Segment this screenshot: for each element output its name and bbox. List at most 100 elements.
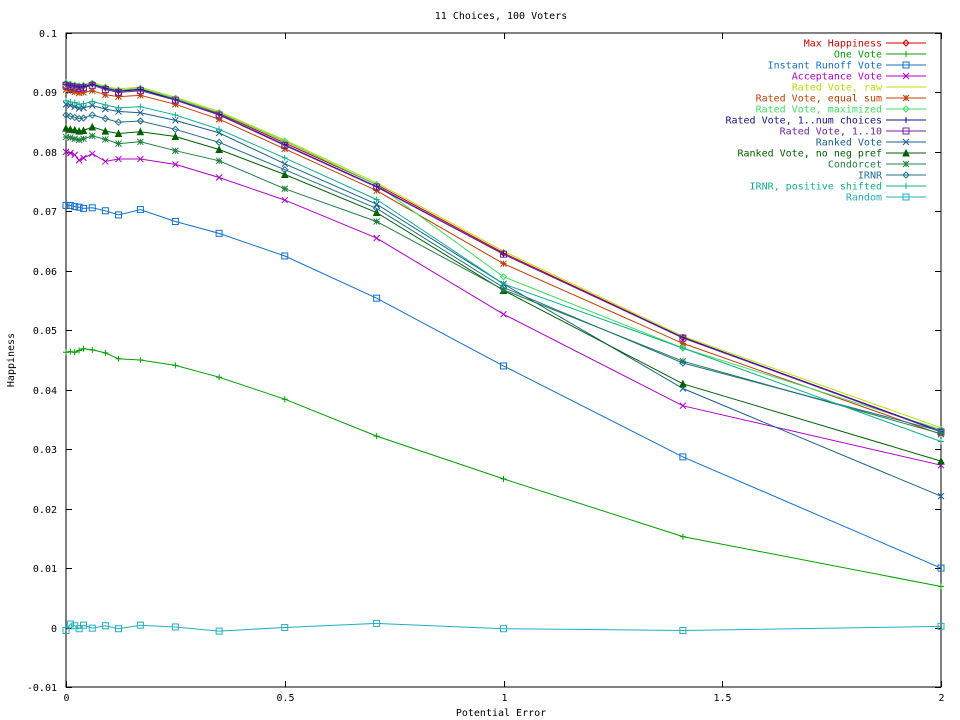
data-point [66, 620, 74, 628]
series-line [65, 126, 942, 462]
data-point [679, 627, 687, 635]
data-point [115, 211, 122, 219]
data-point [281, 624, 289, 632]
series-2 [62, 201, 945, 572]
data-point [679, 402, 687, 410]
legend-entry: Rated Vote, 1..10 [780, 127, 926, 138]
data-point [215, 229, 223, 237]
legend-swatch-marker [902, 193, 910, 201]
data-point [937, 622, 945, 630]
series-14 [62, 619, 945, 635]
data-point [679, 359, 687, 367]
data-point [80, 621, 87, 629]
data-point [102, 349, 109, 356]
data-point [499, 283, 508, 292]
data-point [215, 174, 223, 181]
data-point [79, 126, 88, 135]
series-line [65, 89, 942, 435]
data-point [216, 126, 223, 133]
data-point [215, 111, 223, 119]
data-point [281, 154, 288, 161]
legend-swatch-marker [903, 183, 909, 189]
y-axis-label: Happiness [6, 333, 17, 387]
data-point [71, 203, 79, 211]
data-point [172, 362, 179, 369]
data-point [171, 96, 179, 104]
legend-swatch-marker [902, 105, 910, 113]
data-point [373, 433, 380, 440]
data-point [373, 294, 381, 302]
data-point [115, 108, 122, 115]
series-12 [62, 111, 945, 436]
data-point [89, 346, 96, 353]
data-point [172, 147, 179, 155]
data-point [80, 204, 87, 212]
data-point [71, 349, 78, 356]
legend-entry: Rated Vote, raw [792, 83, 926, 94]
legend-label: Rated Vote, 1..10 [780, 127, 882, 138]
data-point [62, 111, 70, 119]
data-point [102, 136, 109, 143]
data-point [500, 362, 507, 370]
data-point [67, 134, 74, 141]
data-point [937, 564, 945, 572]
data-point [88, 150, 96, 158]
data-point [88, 624, 96, 632]
data-point [500, 310, 507, 318]
legend-label: Rated Vote, maximized [756, 105, 882, 116]
data-point [75, 136, 83, 144]
series-layer [62, 79, 945, 635]
data-point [76, 101, 83, 108]
legend-label: Max Happiness [804, 39, 882, 50]
legend-entry: Rated Vote, equal sum [756, 94, 926, 105]
legend-entry: Max Happiness [804, 39, 926, 50]
data-point [500, 250, 507, 258]
data-point [80, 345, 87, 352]
x-axis-label: Potential Error [456, 708, 546, 719]
data-point [372, 204, 381, 213]
data-point [62, 133, 70, 141]
legend-swatch-marker [902, 72, 910, 80]
data-point [373, 183, 381, 191]
legend-label: Rated Vote, equal sum [756, 94, 882, 105]
legend-label: IRNR [858, 171, 883, 182]
data-point [136, 127, 145, 136]
data-point [137, 92, 144, 99]
data-point [171, 132, 180, 140]
series-line [66, 204, 942, 569]
data-point [101, 126, 110, 135]
y-tick-label: 0.08 [33, 148, 57, 159]
data-point [136, 87, 144, 95]
legend-swatch-marker [902, 160, 910, 168]
series-line [65, 100, 942, 442]
series-line [65, 348, 942, 587]
data-point [62, 627, 70, 635]
data-point [937, 456, 945, 465]
legend-label: Random [846, 193, 882, 204]
x-tick-label: 2 [938, 693, 944, 704]
data-point [62, 148, 70, 156]
chart-title: 11 Choices, 100 Voters [435, 11, 567, 22]
legend-entry: Instant Runoff Vote [768, 61, 926, 72]
plot-frame [65, 32, 942, 688]
data-point [137, 109, 144, 117]
data-point [102, 91, 109, 99]
data-point [373, 196, 380, 203]
data-point [88, 111, 96, 119]
data-point [62, 201, 70, 209]
data-point [115, 355, 122, 362]
data-point [101, 114, 110, 123]
series-5 [62, 86, 945, 438]
data-point [62, 86, 70, 93]
data-point [136, 621, 144, 629]
legend-label: Ranked Vote [816, 138, 882, 149]
legend-entry: IRNR [858, 171, 926, 182]
data-point [88, 132, 96, 140]
data-point [114, 118, 123, 126]
data-point [102, 105, 109, 113]
legend-swatch-marker [903, 51, 909, 57]
data-point [281, 185, 289, 193]
data-point [215, 157, 223, 165]
